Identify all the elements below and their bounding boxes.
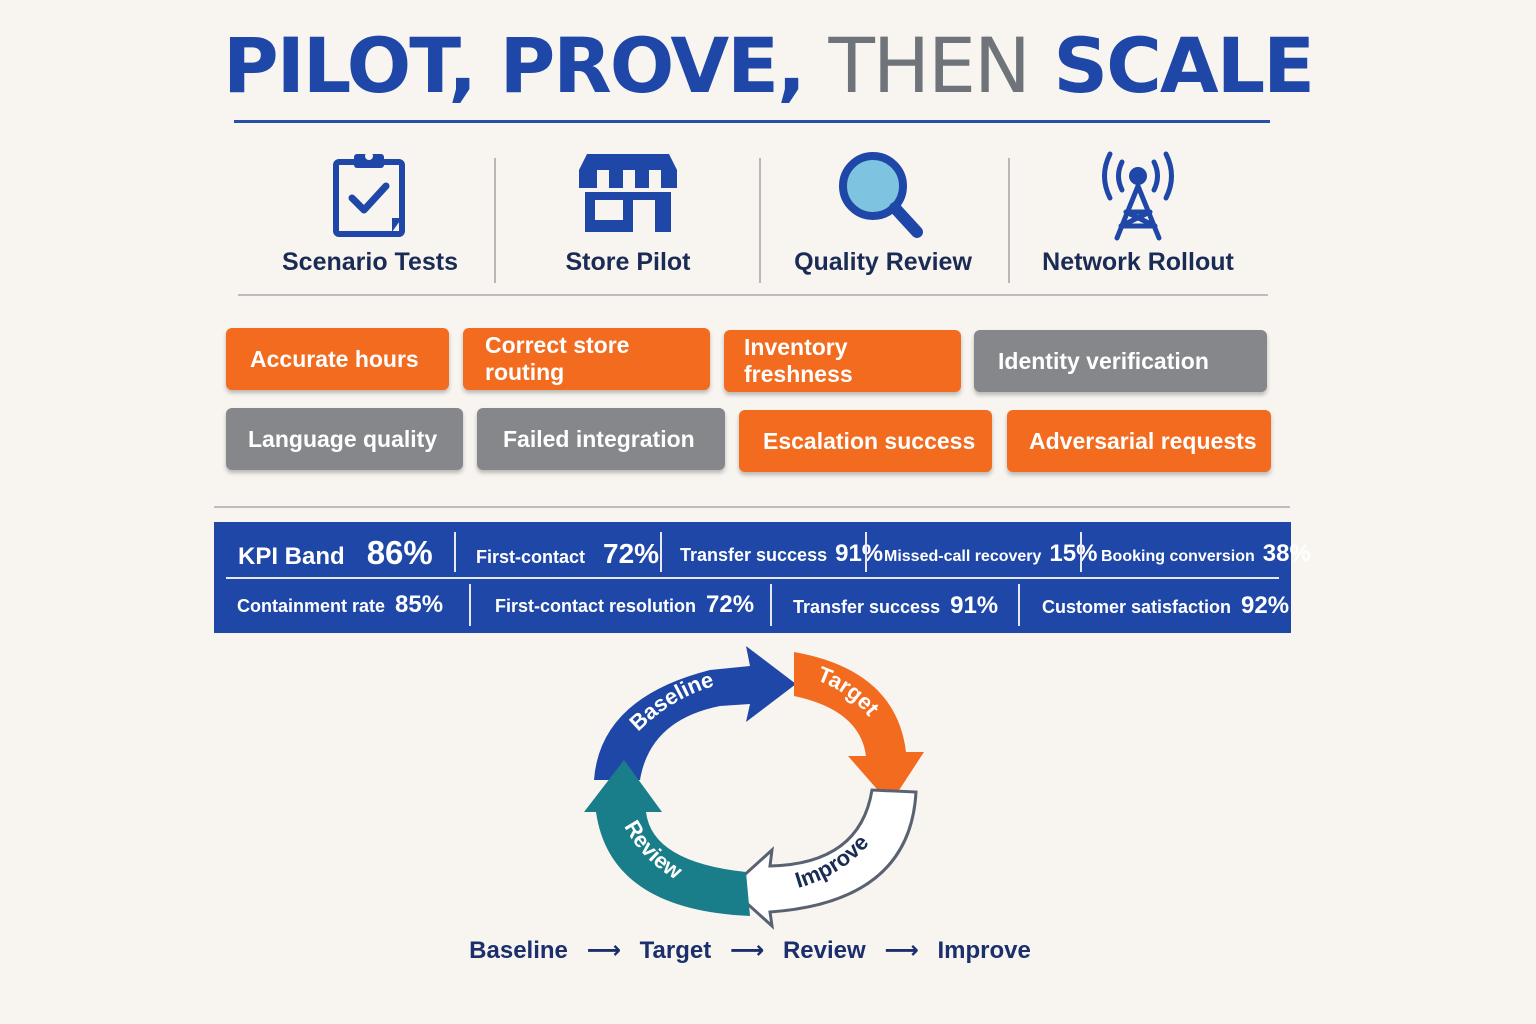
kpi-divider [454, 532, 456, 572]
check-pill-identity-verification: Identity verification [974, 330, 1267, 392]
kpi-item-customer-satisfaction: Customer satisfaction 92% [1042, 592, 1289, 620]
storefront-icon [579, 154, 677, 232]
kpi-item-first-contact: First-contact 72% [476, 538, 659, 570]
check-pill-correct-store-routing: Correct store routing [463, 328, 710, 390]
kpi-item-booking-conversion: Booking conversion 38% [1101, 540, 1311, 568]
kpi-item-first-contact-resolution: First-contact resolution 72% [495, 591, 754, 619]
kpi-label: Booking conversion [1101, 548, 1255, 565]
magnifier-icon [839, 152, 923, 238]
flow-step: Improve [937, 937, 1031, 964]
stage-label: Store Pilot [565, 248, 691, 276]
stage-label: Quality Review [794, 248, 972, 276]
kpi-label: First-contact [476, 547, 586, 567]
cycle-arrow-baseline [594, 646, 796, 780]
stage-divider [1008, 158, 1010, 283]
kpi-label: Missed-call recovery [884, 548, 1042, 565]
title-underline [234, 120, 1270, 123]
stage-divider [759, 158, 761, 283]
stage-divider [494, 158, 496, 283]
kpi-divider [660, 532, 662, 572]
kpi-value: 15% [1049, 540, 1098, 567]
flow-arrow-icon: ⟶ [884, 937, 919, 964]
kpi-value: 85% [395, 591, 444, 618]
kpi-divider [770, 584, 772, 626]
stage-quality-review: Quality Review [758, 140, 1008, 290]
section-divider [238, 294, 1268, 296]
kpi-row-divider [226, 577, 1279, 579]
improvement-cycle-diagram: Baseline Target Improve Review [584, 646, 924, 930]
kpi-label: Transfer success [680, 545, 828, 565]
flow-step: Review [782, 937, 866, 964]
check-pill-language-quality: Language quality [226, 408, 463, 470]
title-part-scale: SCALE [1053, 21, 1315, 110]
check-pill-adversarial-requests: Adversarial requests [1007, 410, 1271, 472]
stage-label: Scenario Tests [281, 248, 458, 276]
kpi-item-transfer-success-2: Transfer success 91% [793, 592, 998, 620]
kpi-item-band: KPI Band 86% [238, 534, 433, 572]
kpi-label: Transfer success [793, 597, 941, 617]
kpi-item-containment-rate: Containment rate 85% [237, 591, 443, 619]
kpi-value: 72% [603, 538, 660, 569]
cycle-arrow-target [794, 652, 924, 804]
stages-row: Scenario Tests Store Pilot Quality Revie… [240, 140, 1270, 290]
antenna-tower-icon [1102, 151, 1174, 241]
check-pill-accurate-hours: Accurate hours [226, 328, 449, 390]
flow-arrow-icon: ⟶ [586, 937, 621, 964]
kpi-value: 72% [706, 591, 755, 618]
kpi-label: Customer satisfaction [1042, 597, 1232, 617]
title-part-then: THEN [828, 21, 1030, 110]
title-part-pilot-prove: PILOT, PROVE, [222, 21, 806, 110]
stage-store-pilot: Store Pilot [503, 140, 753, 290]
page-title: PILOT, PROVE, THEN SCALE [0, 28, 1536, 104]
cycle-flow-caption: Baseline ⟶ Target ⟶ Review ⟶ Improve [0, 936, 1500, 965]
flow-step: Baseline [469, 937, 568, 964]
kpi-value: 86% [366, 534, 433, 571]
check-pill-inventory-freshness: Inventory freshness [724, 330, 961, 392]
cycle-arrow-review [584, 760, 750, 916]
kpi-value: 91% [835, 540, 884, 567]
cycle-arrow-improve [727, 788, 918, 930]
stage-label: Network Rollout [1042, 248, 1234, 276]
kpi-divider [1018, 584, 1020, 626]
kpi-value: 91% [950, 592, 999, 619]
kpi-item-transfer-success: Transfer success 91% [680, 540, 883, 568]
kpi-label: First-contact resolution [495, 596, 697, 616]
check-pill-failed-integration: Failed integration [477, 408, 725, 470]
kpi-value: 38% [1262, 540, 1311, 567]
section-divider [214, 506, 1290, 508]
clipboard-check-icon [333, 152, 405, 237]
stage-network-rollout: Network Rollout [1013, 140, 1263, 290]
kpi-label: KPI Band [238, 543, 345, 570]
kpi-divider [865, 532, 867, 572]
check-pill-escalation-success: Escalation success [739, 410, 992, 472]
flow-step: Target [639, 937, 712, 964]
kpi-divider [469, 584, 471, 626]
stage-scenario-tests: Scenario Tests [245, 140, 495, 290]
kpi-item-missed-call-recovery: Missed-call recovery 15% [884, 540, 1097, 568]
kpi-value: 92% [1241, 592, 1290, 619]
kpi-band: KPI Band 86% First-contact 72% Transfer … [214, 522, 1311, 633]
flow-arrow-icon: ⟶ [729, 937, 765, 964]
kpi-label: Containment rate [237, 596, 386, 616]
kpi-divider [1080, 532, 1082, 572]
